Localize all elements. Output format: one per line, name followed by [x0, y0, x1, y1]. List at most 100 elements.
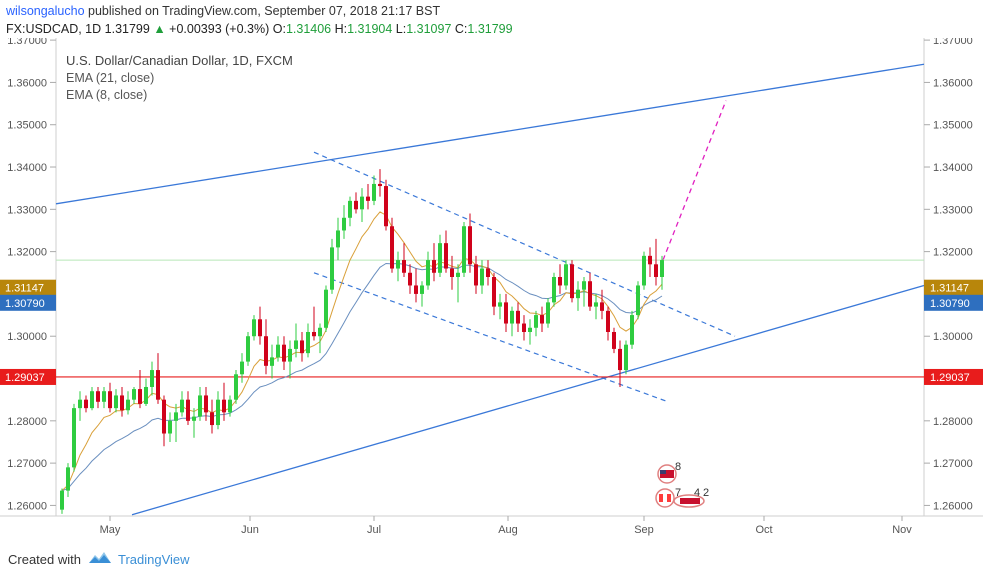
candle-body[interactable] — [390, 226, 394, 269]
candle-body[interactable] — [366, 196, 370, 201]
candle-body[interactable] — [78, 399, 82, 409]
candle-body[interactable] — [234, 374, 238, 400]
chart-area[interactable]: 1.37000 1.37000 1.36000 1.36000 1.35000 1.350… — [0, 35, 983, 540]
candle-body[interactable] — [72, 408, 76, 468]
candle-body[interactable] — [258, 319, 262, 337]
candle-body[interactable] — [618, 348, 622, 371]
candle-body[interactable] — [450, 268, 454, 277]
candle-body[interactable] — [60, 490, 64, 510]
candle-body[interactable] — [480, 268, 484, 286]
candle-body[interactable] — [498, 302, 502, 307]
candle-body[interactable] — [66, 467, 70, 491]
projection-line[interactable] — [662, 100, 727, 261]
candle-body[interactable] — [570, 264, 574, 299]
candle-body[interactable] — [432, 260, 436, 273]
candle-body[interactable] — [588, 281, 592, 307]
candle-body[interactable] — [138, 389, 142, 404]
candle-body[interactable] — [660, 260, 664, 277]
candle-body[interactable] — [636, 285, 640, 316]
candle-body[interactable] — [102, 391, 106, 402]
candle-body[interactable] — [336, 230, 340, 248]
candle-body[interactable] — [546, 302, 550, 324]
candle-body[interactable] — [246, 336, 250, 362]
candle-body[interactable] — [420, 285, 424, 294]
candle-body[interactable] — [522, 323, 526, 332]
candle-body[interactable] — [114, 395, 118, 409]
candle-body[interactable] — [252, 319, 256, 337]
author-link[interactable]: wilsongalucho — [6, 4, 85, 18]
candle-body[interactable] — [486, 268, 490, 277]
candle-body[interactable] — [354, 200, 358, 210]
candle-body[interactable] — [510, 310, 514, 324]
candle-body[interactable] — [438, 243, 442, 273]
candle-body[interactable] — [120, 395, 124, 411]
candle-body[interactable] — [168, 420, 172, 434]
candle-body[interactable] — [180, 399, 184, 413]
candle-body[interactable] — [312, 331, 316, 337]
candle-body[interactable] — [348, 200, 352, 218]
candle-body[interactable] — [360, 196, 364, 210]
candle-body[interactable] — [648, 255, 652, 265]
candle-body[interactable] — [150, 370, 154, 387]
candle-body[interactable] — [276, 344, 280, 358]
candle-body[interactable] — [444, 243, 448, 269]
candle-body[interactable] — [300, 340, 304, 354]
candle-body[interactable] — [330, 247, 334, 290]
candle-body[interactable] — [372, 183, 376, 201]
upper-channel-line[interactable] — [55, 63, 925, 205]
tradingview-link[interactable]: TradingView — [118, 552, 190, 567]
candle-body[interactable] — [126, 399, 130, 411]
candle-body[interactable] — [162, 399, 166, 434]
candle-body[interactable] — [456, 272, 460, 277]
candle-body[interactable] — [384, 186, 388, 227]
candle-body[interactable] — [414, 285, 418, 294]
lower-channel-line[interactable] — [131, 284, 925, 516]
candle-body[interactable] — [558, 277, 562, 286]
candle-body[interactable] — [606, 310, 610, 332]
candle-body[interactable] — [396, 260, 400, 269]
candle-body[interactable] — [504, 302, 508, 324]
candle-body[interactable] — [630, 315, 634, 345]
candle-body[interactable] — [282, 344, 286, 362]
candle-body[interactable] — [462, 226, 466, 273]
candle-body[interactable] — [216, 399, 220, 426]
candle-body[interactable] — [600, 302, 604, 311]
candle-body[interactable] — [264, 336, 268, 366]
candle-body[interactable] — [612, 331, 616, 349]
candle-body[interactable] — [624, 344, 628, 371]
candle-body[interactable] — [654, 264, 658, 277]
candle-body[interactable] — [306, 331, 310, 354]
candle-body[interactable] — [468, 226, 472, 265]
candle-body[interactable] — [582, 281, 586, 290]
candle-body[interactable] — [594, 302, 598, 307]
candle-body[interactable] — [528, 327, 532, 332]
candle-body[interactable] — [408, 272, 412, 286]
candle-body[interactable] — [426, 260, 430, 286]
candle-body[interactable] — [84, 399, 88, 409]
candle-body[interactable] — [204, 395, 208, 413]
candle-body[interactable] — [564, 264, 568, 286]
economic-events[interactable]: 8 7 4 2 — [655, 461, 709, 508]
candle-body[interactable] — [240, 361, 244, 375]
candle-body[interactable] — [324, 289, 328, 328]
candle-body[interactable] — [642, 255, 646, 286]
tradingview-logo-icon[interactable] — [88, 550, 112, 566]
candle-body[interactable] — [96, 391, 100, 402]
candle-body[interactable] — [108, 391, 112, 409]
candle-body[interactable] — [132, 389, 136, 400]
candle-body[interactable] — [576, 289, 580, 299]
candle-body[interactable] — [288, 348, 292, 362]
candle-body[interactable] — [270, 357, 274, 366]
candle-body[interactable] — [342, 217, 346, 231]
candle-body[interactable] — [90, 391, 94, 409]
descending-resistance-line[interactable] — [313, 151, 736, 337]
price-chart[interactable]: 1.37000 1.37000 1.36000 1.36000 1.35000 1.350… — [0, 35, 983, 540]
candle-body[interactable] — [228, 399, 232, 413]
candle-body[interactable] — [378, 183, 382, 187]
candle-body[interactable] — [516, 310, 520, 324]
candle-body[interactable] — [192, 416, 196, 421]
candle-body[interactable] — [144, 386, 148, 404]
candle-body[interactable] — [534, 315, 538, 328]
candle-body[interactable] — [174, 412, 178, 421]
candle-body[interactable] — [210, 412, 214, 426]
